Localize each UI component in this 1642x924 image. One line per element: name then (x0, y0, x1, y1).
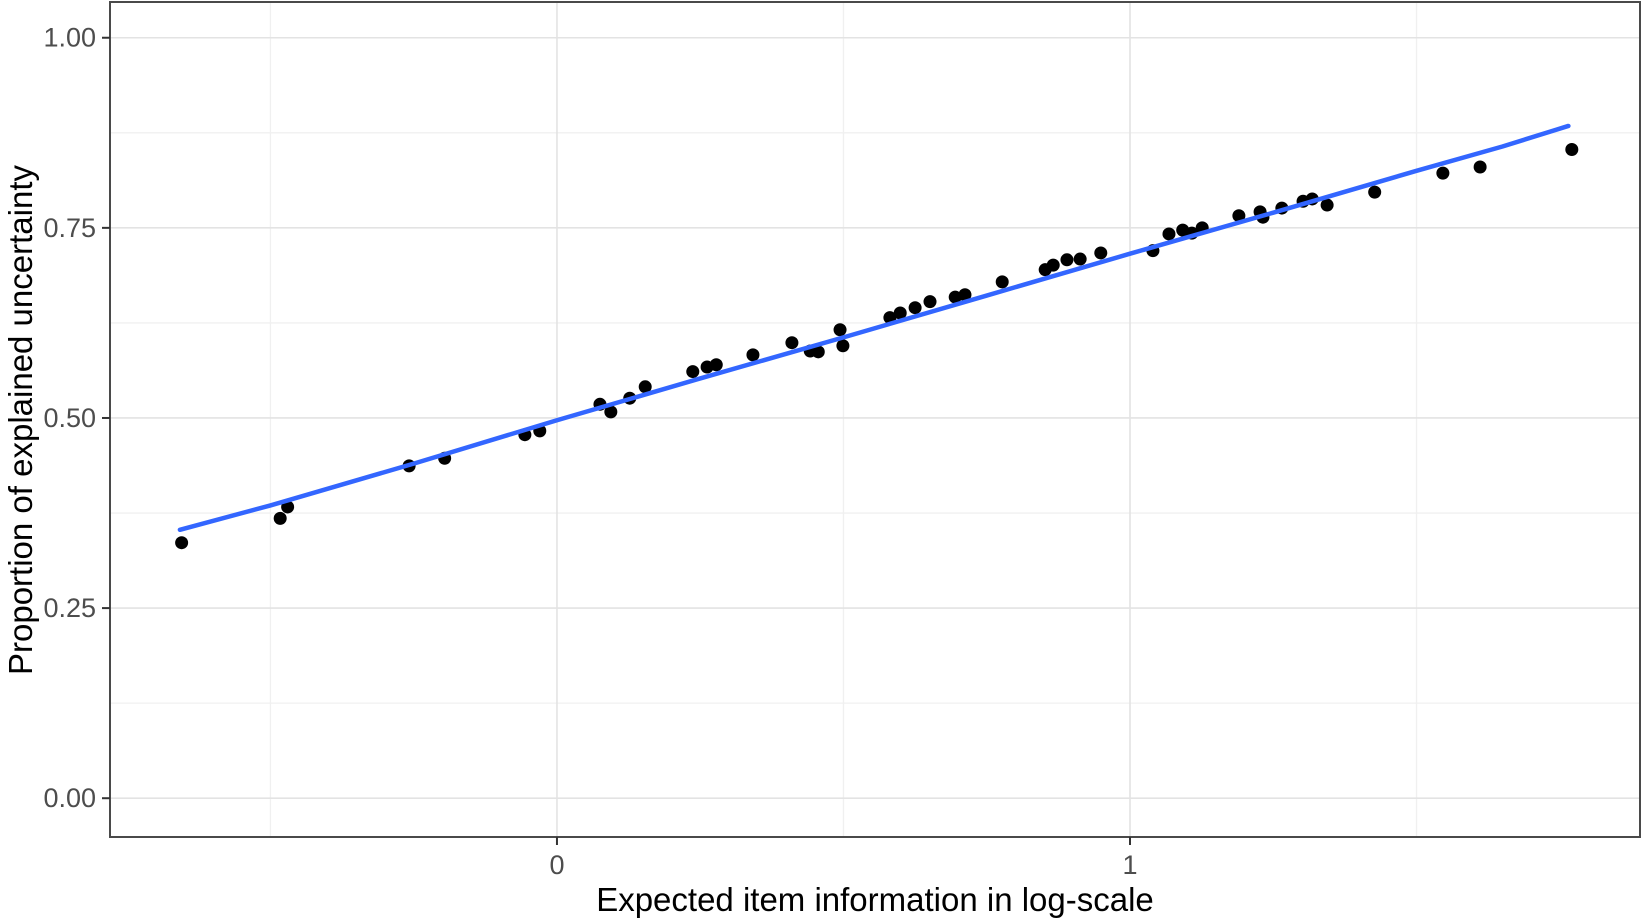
data-point (1320, 198, 1334, 212)
data-point (1232, 209, 1246, 223)
data-point (893, 306, 907, 320)
panel-border-layer (109, 1, 1641, 838)
data-point (836, 339, 850, 353)
smooth-line-layer (177, 123, 1571, 533)
x-axis-title: Expected item information in log-scale (596, 881, 1154, 918)
data-point (948, 290, 962, 304)
data-point (1473, 160, 1487, 174)
data-point (273, 511, 287, 525)
data-point (686, 365, 700, 379)
y-tick-label: 0.25 (43, 593, 96, 623)
axis-ticks-layer (102, 36, 1131, 845)
data-point (638, 380, 652, 394)
data-point (746, 348, 760, 362)
tick-labels-layer: 0.00 0.25 0.50 0.75 1.00 0 1 (43, 23, 1137, 880)
data-point (1436, 166, 1450, 180)
data-point (1060, 253, 1074, 267)
data-point (604, 405, 618, 419)
data-point (923, 295, 937, 309)
data-point (1046, 258, 1060, 272)
y-tick-label: 0.00 (43, 783, 96, 813)
panel-border (109, 1, 1641, 838)
data-point (175, 536, 189, 550)
data-point (995, 275, 1009, 289)
data-point (958, 288, 972, 302)
plot-panel-layer (110, 2, 1640, 837)
y-tick-label: 1.00 (43, 23, 96, 53)
plot-panel (110, 2, 1640, 837)
y-axis-title: Proportion of explained uncertainty (2, 165, 39, 675)
data-point (1368, 185, 1382, 199)
x-tick-label: 0 (549, 850, 564, 880)
data-point (833, 323, 847, 337)
data-point (785, 336, 799, 350)
gridline-layer (110, 2, 1640, 837)
y-tick-label: 0.75 (43, 213, 96, 243)
x-tick-label: 1 (1122, 850, 1137, 880)
data-point (1162, 227, 1176, 241)
y-tick-label: 0.50 (43, 403, 96, 433)
data-point (811, 345, 825, 359)
data-point (1073, 252, 1087, 266)
smooth-line (177, 123, 1571, 533)
data-point (908, 301, 922, 315)
data-point (709, 358, 723, 372)
data-point (1094, 246, 1108, 260)
data-point (1565, 143, 1579, 157)
